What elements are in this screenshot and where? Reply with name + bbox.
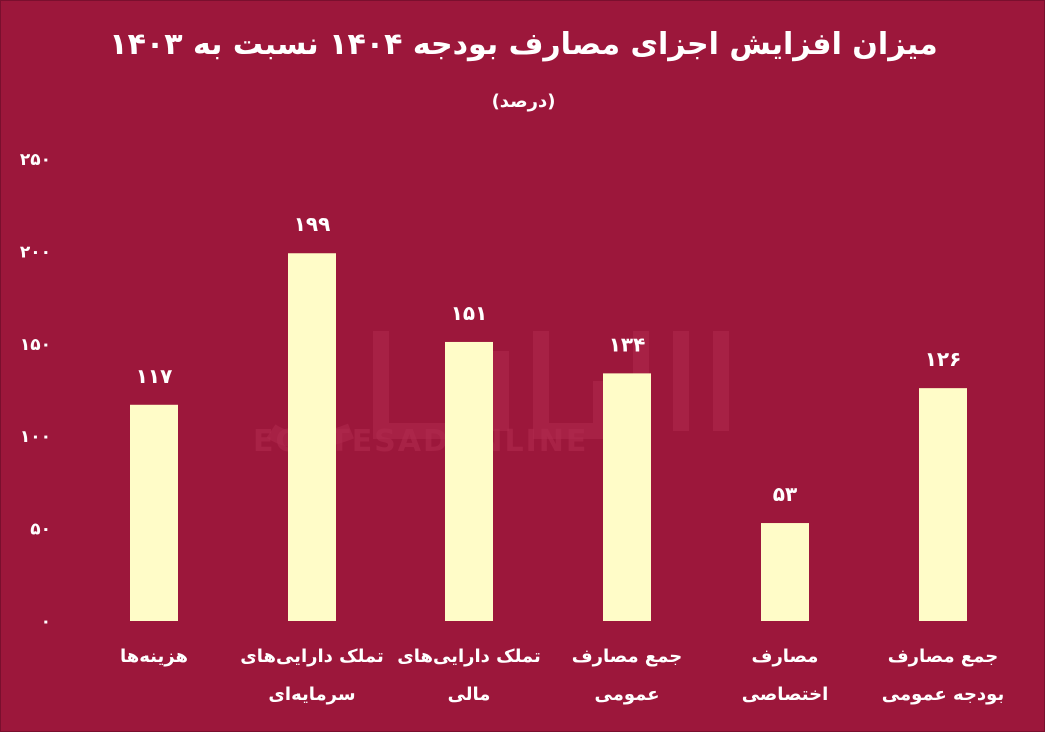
chart-title: میزان افزایش اجزای مصارف بودجه ۱۴۰۴ نسبت… <box>109 27 938 62</box>
y-tick-label: ۱۰۰ <box>20 427 51 447</box>
x-category-label: جمع مصارف <box>572 646 683 667</box>
bar <box>919 388 967 621</box>
bar <box>761 523 809 621</box>
x-category-label: اختصاصی <box>742 684 829 705</box>
y-tick-label: ۲۰۰ <box>20 242 51 262</box>
y-tick-label: ۰ <box>41 612 51 632</box>
bar-value-label: ۵۳ <box>773 482 797 506</box>
y-tick-label: ۵۰ <box>30 520 51 540</box>
x-category-label: تملک دارایی‌های <box>397 646 541 667</box>
y-tick-label: ۲۵۰ <box>20 150 51 170</box>
x-category-label: مصارف <box>752 646 819 667</box>
bar <box>603 373 651 621</box>
x-category-label: مالی <box>448 684 491 705</box>
bar-value-label: ۱۳۴ <box>609 332 646 356</box>
y-tick-label: ۱۵۰ <box>20 335 51 355</box>
x-category-label: تملک دارایی‌های <box>240 646 384 667</box>
x-category-label: عمومی <box>594 684 659 705</box>
chart-subtitle: (درصد) <box>491 91 556 112</box>
bar <box>445 341 493 621</box>
bar <box>288 253 336 622</box>
x-category-label: هزینه‌ها <box>120 646 188 667</box>
x-category-label: جمع مصارف <box>888 646 999 667</box>
x-category-label: سرمایه‌ای <box>268 684 355 705</box>
bar <box>130 404 178 621</box>
bar-value-label: ۱۲۶ <box>925 347 962 371</box>
x-category-label: بودجه عمومی <box>882 684 1004 705</box>
bar-value-label: ۱۱۷ <box>136 364 173 388</box>
bar-value-label: ۱۵۱ <box>451 301 488 325</box>
bar-value-label: ۱۹۹ <box>294 212 331 236</box>
